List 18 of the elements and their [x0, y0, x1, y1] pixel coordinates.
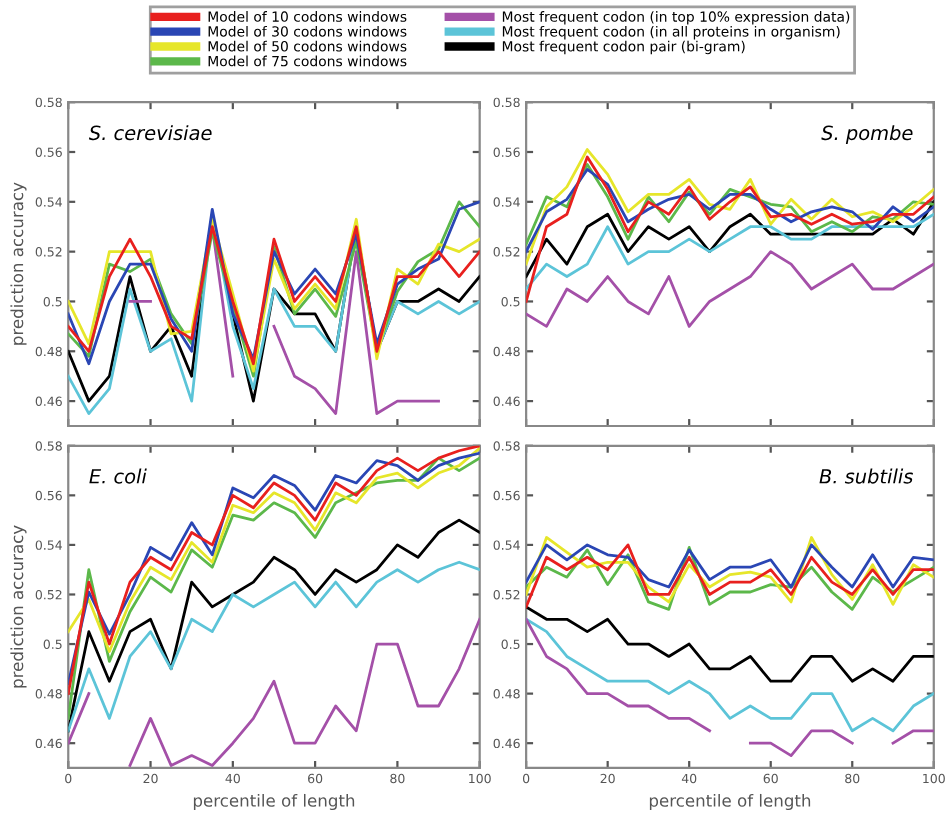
- text: E. coli: [89, 468, 147, 484]
- line-series: [68, 518, 480, 733]
- line-series: [526, 617, 934, 733]
- line-series: [526, 605, 934, 683]
- y-axis-title: prediction accuracy: [10, 182, 27, 345]
- line-series: [526, 543, 934, 589]
- x-axis-title: percentile of length: [193, 793, 355, 811]
- line-series: [526, 200, 934, 278]
- line-series: [526, 250, 934, 328]
- text: S. cerevisiae: [88, 125, 212, 141]
- line-series: [68, 560, 480, 733]
- x-axis-title: percentile of length: [649, 793, 811, 811]
- text: B. subtilis: [819, 468, 913, 484]
- line-series: [526, 212, 934, 291]
- text: S. pombe: [821, 125, 913, 144]
- line-series: [526, 148, 934, 266]
- line-series: [526, 155, 934, 303]
- y-axis-title: prediction accuracy: [10, 525, 27, 688]
